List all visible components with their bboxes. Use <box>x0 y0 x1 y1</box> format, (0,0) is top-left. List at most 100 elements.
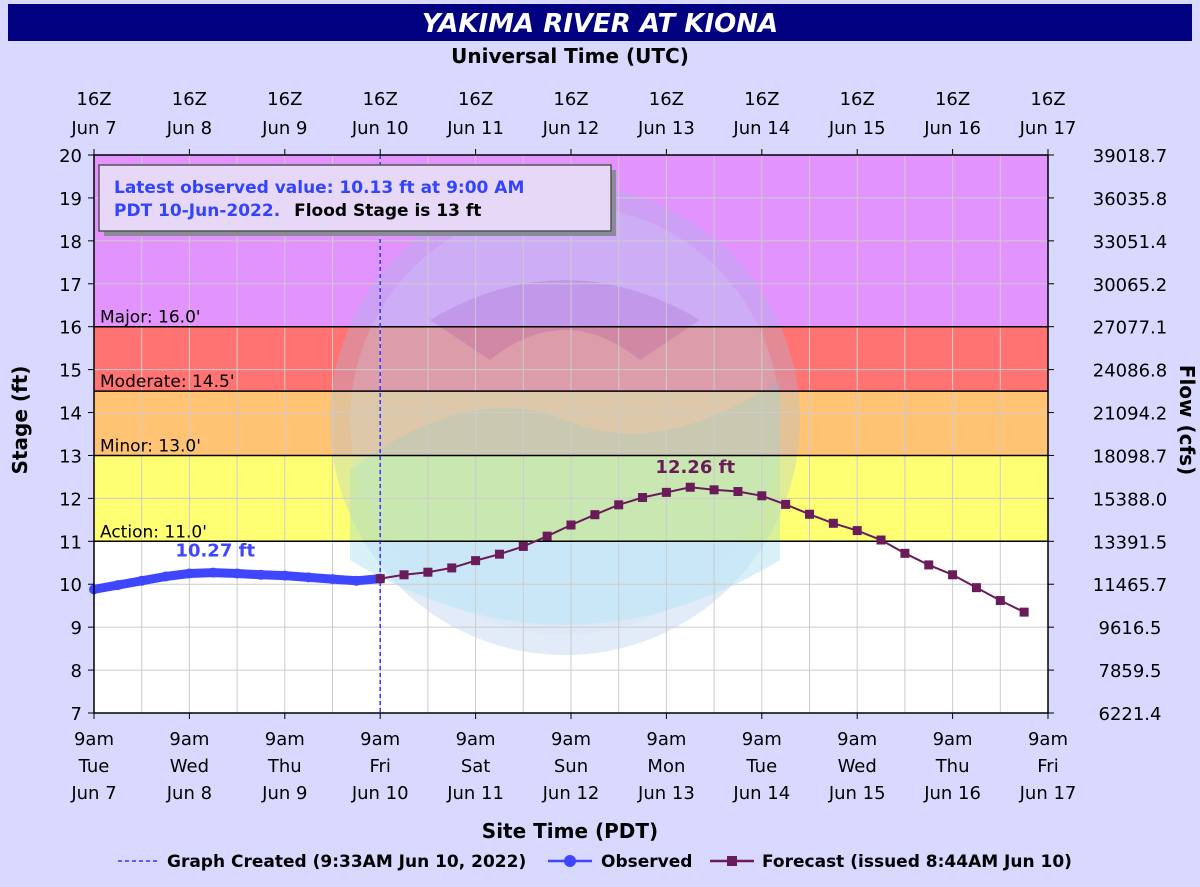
flow-tick-label: 21094.2 <box>1093 404 1167 425</box>
stage-tick-label: 11 <box>59 532 82 553</box>
legend-observed-marker <box>564 855 576 867</box>
utc-tick-date: Jun 12 <box>542 118 600 139</box>
noaa-logo-disc <box>330 185 800 655</box>
stage-tick-label: 15 <box>59 361 82 382</box>
site-time-tick-time: 9am <box>169 729 209 750</box>
forecast-point <box>733 487 743 497</box>
utc-tick-time: 16Z <box>649 89 684 110</box>
site-time-tick-date: Jun 14 <box>732 783 790 804</box>
site-time-tick-day: Tue <box>78 756 110 777</box>
forecast-point <box>685 482 695 492</box>
flow-tick-label: 39018.7 <box>1093 146 1167 167</box>
grid-lines <box>93 154 1049 714</box>
stage-tick-label: 20 <box>59 146 82 167</box>
stage-tick-label: 16 <box>59 318 82 339</box>
forecast-point <box>781 499 791 509</box>
band-label-action: Action: 11.0' <box>100 522 207 542</box>
utc-tick-time: 16Z <box>76 89 111 110</box>
site-time-tick-date: Jun 7 <box>70 783 116 804</box>
observed-peak-label: 10.27 ft <box>175 541 255 562</box>
forecast-point <box>399 570 409 580</box>
stage-tick-label: 7 <box>71 704 82 725</box>
site-time-tick-time: 9am <box>742 729 782 750</box>
utc-tick-date: Jun 11 <box>446 118 504 139</box>
stage-tick-label: 18 <box>59 232 82 253</box>
forecast-series <box>375 482 1029 617</box>
flow-tick-label: 6221.4 <box>1099 704 1162 725</box>
observed-point <box>160 571 171 582</box>
legend-forecast-label: Forecast (issued 8:44AM Jun 10) <box>762 852 1072 872</box>
band-label-moderate: Moderate: 14.5' <box>100 372 235 392</box>
flow-tick-label: 33051.4 <box>1093 232 1167 253</box>
utc-tick-date: Jun 17 <box>1019 118 1077 139</box>
site-time-tick-date: Jun 16 <box>923 783 981 804</box>
flood-category-lines <box>94 325 1048 543</box>
utc-tick-date: Jun 8 <box>166 118 212 139</box>
utc-tick-time: 16Z <box>1030 89 1065 110</box>
utc-tick-time: 16Z <box>458 89 493 110</box>
forecast-point <box>876 535 886 545</box>
utc-tick-date: Jun 16 <box>923 118 981 139</box>
stage-tick-label: 12 <box>59 489 82 510</box>
forecast-point <box>542 531 552 541</box>
site-time-tick-date: Jun 11 <box>446 783 504 804</box>
site-time-tick-day: Fri <box>1037 756 1058 777</box>
forecast-point <box>948 570 958 580</box>
observed-point <box>232 568 243 579</box>
observed-point <box>112 580 123 591</box>
site-time-tick-time: 9am <box>551 729 591 750</box>
utc-tick-time: 16Z <box>935 89 970 110</box>
title-bar <box>8 4 1192 41</box>
stage-tick-label: 8 <box>71 661 82 682</box>
info-box-flood-stage: Flood Stage is 13 ft <box>294 201 481 221</box>
site-time-tick-date: Jun 12 <box>542 783 600 804</box>
site-time-tick-date: Jun 9 <box>261 783 307 804</box>
forecast-point <box>709 485 719 495</box>
observed-point <box>208 567 219 578</box>
latest-observation-box: Latest observed value: 10.13 ft at 9:00 … <box>98 164 616 236</box>
flow-tick-label: 7859.5 <box>1099 661 1162 682</box>
observed-point <box>351 575 362 586</box>
site-time-tick-day: Thu <box>267 756 302 777</box>
info-box-line2: PDT 10-Jun-2022. Flood Stage is 13 ft <box>114 201 481 221</box>
legend-created-label: Graph Created (9:33AM Jun 10, 2022) <box>167 852 526 872</box>
utc-tick-time: 16Z <box>744 89 779 110</box>
stage-tick-label: 9 <box>71 618 82 639</box>
site-time-tick-time: 9am <box>456 729 496 750</box>
flow-tick-label: 30065.2 <box>1093 275 1167 296</box>
observed-point <box>303 572 314 583</box>
site-time-tick-day: Tue <box>745 756 777 777</box>
site-time-tick-day: Thu <box>935 756 970 777</box>
forecast-point <box>971 583 981 593</box>
flood-category-labels: Major: 16.0' Moderate: 14.5' Minor: 13.0' A… <box>100 308 235 543</box>
stage-axis-ticks: 7 8 9 10 11 12 13 14 15 16 17 18 19 20 <box>59 146 94 725</box>
utc-tick-date: Jun 13 <box>637 118 695 139</box>
forecast-point <box>805 509 814 519</box>
site-time-axis-ticks: 9am Tue Jun 7 9am Wed Jun 8 9am Thu Jun 9 9am Fri J… <box>70 713 1076 804</box>
utc-tick-date: Jun 10 <box>351 118 409 139</box>
flow-axis-ticks: 6221.4 7859.5 9616.5 11465.7 13391.5 15388.0 1… <box>1048 146 1167 725</box>
observed-point <box>279 570 290 581</box>
top-axis-title: Universal Time (UTC) <box>451 44 689 68</box>
forecast-point <box>566 520 576 530</box>
observed-point <box>255 569 266 580</box>
site-time-axis-label: Site Time (PDT) <box>482 819 658 843</box>
noaa-logo-inner <box>350 205 780 635</box>
site-time-tick-time: 9am <box>646 729 686 750</box>
site-time-tick-day: Mon <box>647 756 685 777</box>
forecast-point <box>614 500 624 510</box>
site-time-tick-date: Jun 13 <box>637 783 695 804</box>
site-time-tick-date: Jun 10 <box>351 783 409 804</box>
site-time-tick-day: Wed <box>838 756 877 777</box>
utc-tick-date: Jun 7 <box>70 118 116 139</box>
noaa-logo-wave <box>350 380 780 625</box>
info-box-line1: Latest observed value: 10.13 ft at 9:00 … <box>114 178 524 198</box>
forecast-point <box>447 563 457 573</box>
site-time-tick-time: 9am <box>74 729 114 750</box>
noaa-logo-bird <box>430 280 700 360</box>
utc-tick-time: 16Z <box>267 89 302 110</box>
site-time-tick-day: Sun <box>554 756 588 777</box>
flow-axis-label: Flow (cfs) <box>1175 365 1199 475</box>
flow-tick-label: 15388.0 <box>1093 489 1167 510</box>
forecast-point <box>518 541 528 551</box>
